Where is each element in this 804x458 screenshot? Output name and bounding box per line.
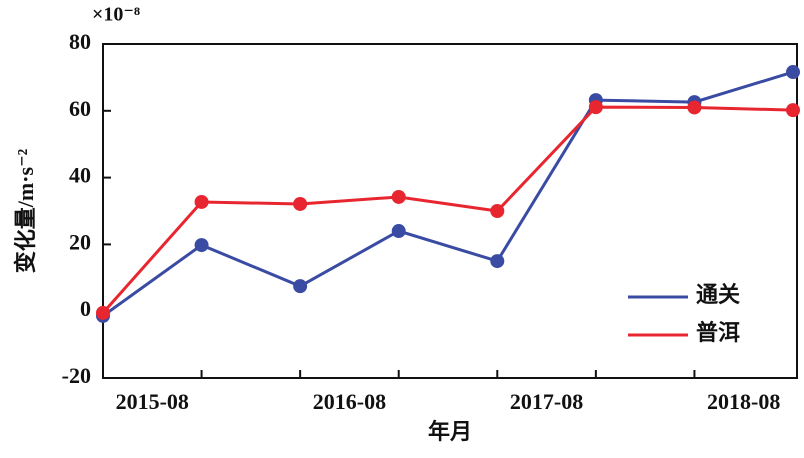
data-point bbox=[490, 254, 505, 269]
data-point bbox=[391, 224, 406, 239]
data-point bbox=[293, 279, 308, 294]
data-point bbox=[786, 103, 800, 118]
y-tick-label: 0 bbox=[80, 296, 91, 321]
y-tick-label: 40 bbox=[69, 163, 91, 188]
y-multiplier: ×10⁻⁸ bbox=[92, 4, 140, 26]
y-tick-label: 20 bbox=[69, 229, 91, 254]
data-point bbox=[96, 305, 110, 320]
y-tick-label: 80 bbox=[69, 29, 91, 54]
data-point bbox=[194, 238, 209, 253]
data-point bbox=[293, 196, 308, 211]
y-axis-label: 变化量/m·s⁻² bbox=[13, 148, 38, 273]
x-tick-label: 2015-08 bbox=[116, 389, 189, 414]
data-point bbox=[391, 189, 406, 204]
x-tick-label: 2018-08 bbox=[707, 389, 780, 414]
data-point bbox=[687, 100, 702, 115]
data-point bbox=[786, 65, 800, 80]
data-point bbox=[490, 204, 505, 218]
data-point bbox=[588, 100, 603, 115]
data-point bbox=[194, 194, 209, 209]
x-axis-label: 年月 bbox=[428, 419, 472, 444]
y-tick-label: 60 bbox=[69, 96, 91, 121]
legend-label: 通关 bbox=[696, 282, 740, 307]
y-tick-label: -20 bbox=[62, 363, 91, 388]
legend-label: 普洱 bbox=[696, 320, 740, 345]
x-tick-label: 2017-08 bbox=[510, 389, 583, 414]
series-line bbox=[102, 70, 794, 318]
x-tick-label: 2016-08 bbox=[313, 389, 386, 414]
plot-frame bbox=[102, 43, 798, 379]
series-line bbox=[101, 105, 794, 314]
